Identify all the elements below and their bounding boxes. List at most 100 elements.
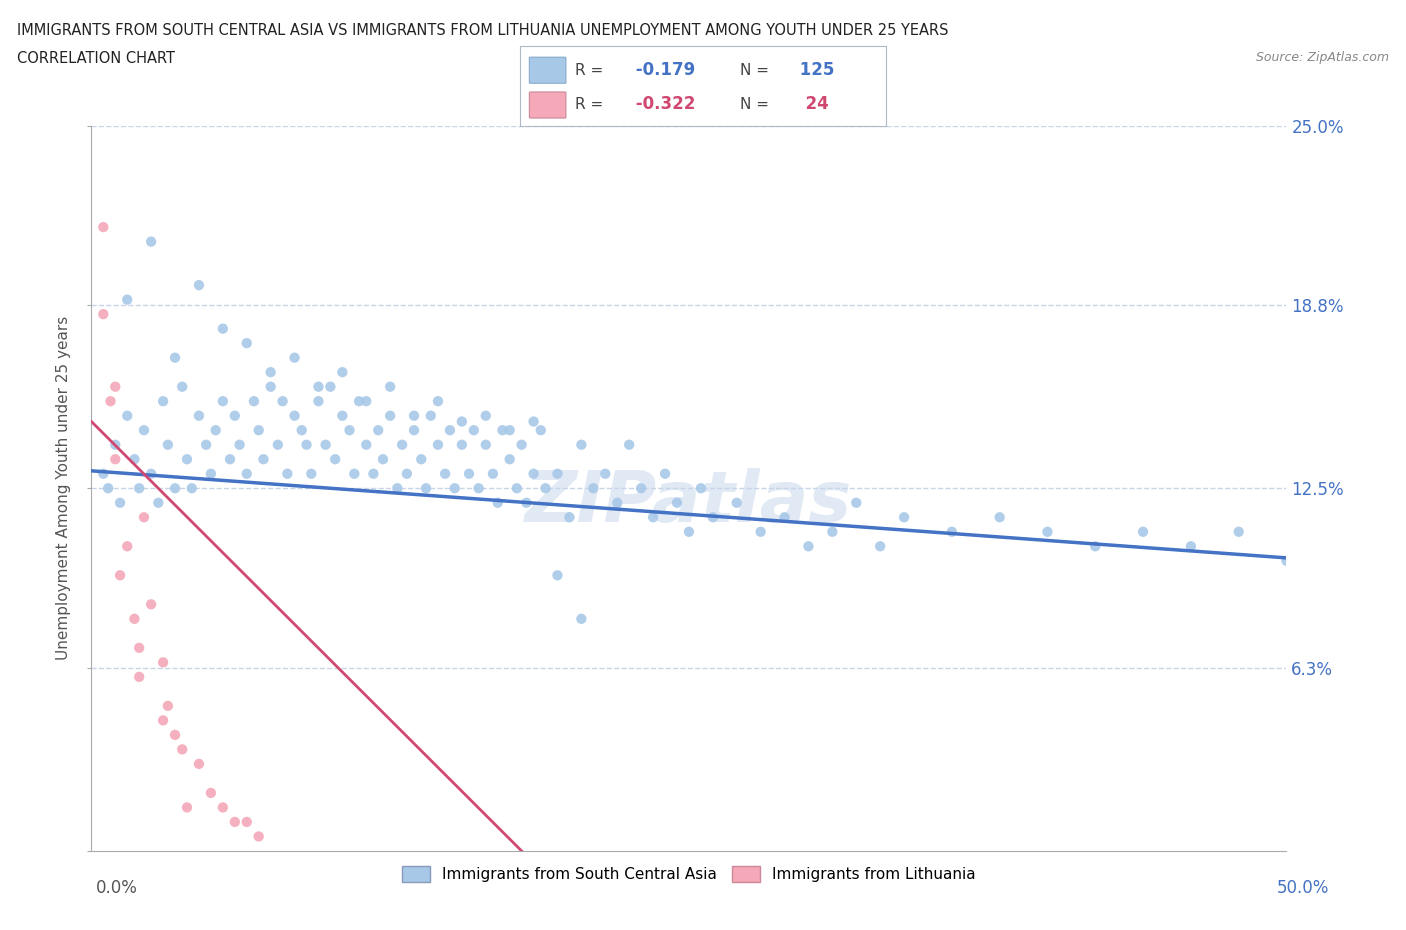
- Point: [343, 466, 366, 481]
- Point: [128, 670, 150, 684]
- Y-axis label: Unemployment Among Youth under 25 years: Unemployment Among Youth under 25 years: [56, 316, 72, 660]
- Point: [100, 393, 122, 408]
- Point: [259, 379, 281, 394]
- Point: [224, 815, 246, 830]
- Point: [284, 408, 307, 423]
- Point: [571, 611, 593, 626]
- Point: [725, 496, 748, 511]
- Point: [510, 437, 533, 452]
- Text: -0.179: -0.179: [630, 61, 695, 79]
- Point: [354, 393, 377, 408]
- Text: -0.322: -0.322: [630, 95, 695, 113]
- Point: [172, 742, 194, 757]
- Text: CORRELATION CHART: CORRELATION CHART: [17, 51, 174, 66]
- Point: [152, 393, 174, 408]
- Point: [689, 481, 711, 496]
- Point: [172, 379, 194, 394]
- Point: [235, 336, 259, 351]
- Point: [152, 655, 174, 670]
- Point: [547, 568, 569, 583]
- Point: [235, 815, 259, 830]
- Point: [367, 423, 389, 438]
- Point: [411, 452, 433, 467]
- Point: [523, 414, 546, 429]
- Point: [148, 496, 170, 511]
- Point: [276, 466, 298, 481]
- Point: [141, 597, 162, 612]
- Point: [482, 466, 505, 481]
- Point: [523, 466, 546, 481]
- Point: [434, 466, 457, 481]
- Point: [156, 437, 179, 452]
- Point: [404, 423, 426, 438]
- Point: [132, 510, 155, 525]
- FancyBboxPatch shape: [530, 92, 565, 118]
- Point: [124, 611, 146, 626]
- Point: [363, 466, 385, 481]
- Point: [235, 466, 259, 481]
- Point: [558, 510, 581, 525]
- Point: [163, 481, 186, 496]
- Point: [323, 452, 346, 467]
- Point: [211, 321, 233, 336]
- Point: [284, 351, 307, 365]
- Point: [211, 393, 233, 408]
- Point: [332, 408, 354, 423]
- Point: [104, 437, 127, 452]
- Point: [108, 496, 131, 511]
- Point: [124, 452, 146, 467]
- Point: [547, 466, 569, 481]
- Point: [307, 379, 329, 394]
- Point: [267, 437, 290, 452]
- Point: [339, 423, 361, 438]
- Point: [491, 423, 513, 438]
- Point: [702, 510, 724, 525]
- Point: [486, 496, 509, 511]
- Point: [204, 423, 226, 438]
- Point: [219, 452, 242, 467]
- Point: [404, 408, 426, 423]
- Point: [228, 437, 250, 452]
- Point: [1084, 538, 1107, 553]
- Text: 50.0%: 50.0%: [1277, 879, 1329, 897]
- Point: [1036, 525, 1059, 539]
- Point: [187, 408, 211, 423]
- Point: [108, 568, 131, 583]
- Point: [295, 437, 318, 452]
- Point: [395, 466, 418, 481]
- Point: [176, 800, 198, 815]
- Point: [893, 510, 915, 525]
- Point: [97, 481, 120, 496]
- Point: [387, 481, 409, 496]
- Point: [93, 466, 114, 481]
- Point: [1227, 525, 1250, 539]
- Point: [243, 393, 266, 408]
- Point: [163, 351, 186, 365]
- Point: [271, 393, 294, 408]
- Text: 125: 125: [794, 61, 835, 79]
- Point: [132, 423, 155, 438]
- Point: [128, 641, 150, 656]
- Point: [630, 481, 652, 496]
- Point: [821, 525, 844, 539]
- Point: [195, 437, 218, 452]
- Point: [163, 727, 186, 742]
- Point: [593, 466, 616, 481]
- Point: [474, 408, 498, 423]
- Point: [115, 408, 138, 423]
- Point: [1180, 538, 1202, 553]
- Point: [426, 437, 449, 452]
- Point: [200, 786, 222, 801]
- Point: [93, 219, 114, 234]
- Text: Source: ZipAtlas.com: Source: ZipAtlas.com: [1256, 51, 1389, 64]
- Point: [678, 525, 700, 539]
- Point: [498, 423, 520, 438]
- Point: [439, 423, 461, 438]
- Point: [941, 525, 963, 539]
- Point: [176, 452, 198, 467]
- Point: [315, 437, 337, 452]
- Point: [299, 466, 322, 481]
- Text: ZIPatlas: ZIPatlas: [526, 469, 852, 538]
- Point: [515, 496, 537, 511]
- Point: [187, 278, 211, 293]
